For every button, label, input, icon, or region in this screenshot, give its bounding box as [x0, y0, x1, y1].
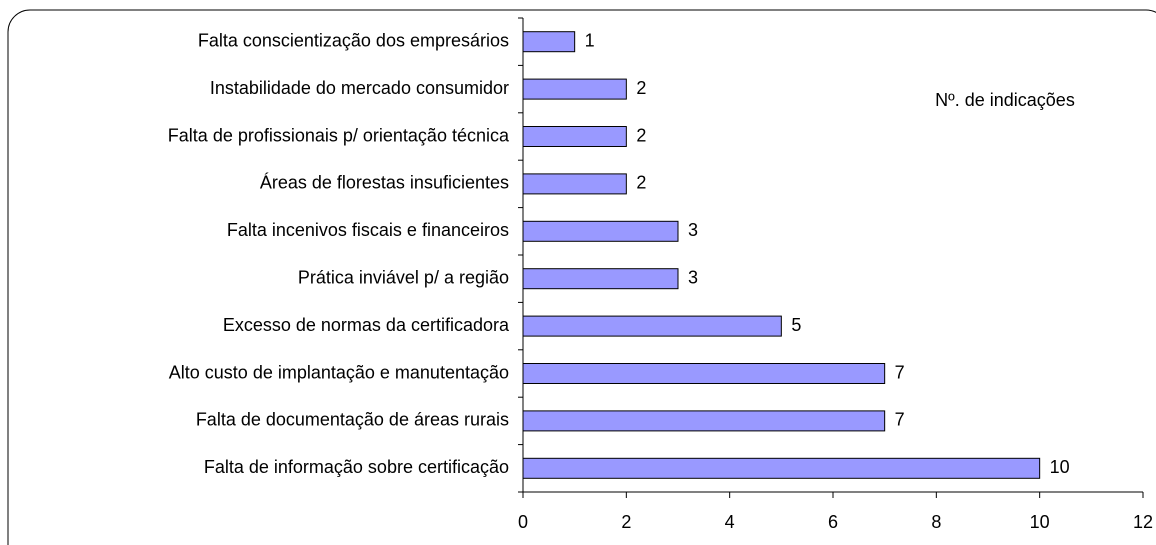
y-tick-label: Alto custo de implantação e manutentação: [169, 362, 509, 382]
data-label: 7: [895, 362, 905, 382]
bar: [522, 457, 1041, 479]
bar: [522, 268, 679, 290]
bar: [522, 315, 782, 337]
y-tick-label: Falta incenivos fiscais e financeiros: [227, 220, 509, 240]
data-label: 2: [636, 78, 646, 98]
bar: [522, 363, 886, 384]
data-label: 7: [895, 410, 905, 430]
y-tick-label: Prática inviável p/ a região: [298, 267, 509, 287]
data-label: 10: [1050, 457, 1070, 477]
annotation: Nº. de indicações: [935, 90, 1075, 110]
x-tick-label: 12: [1133, 512, 1153, 532]
y-tick-label: Falta de informação sobre certificação: [204, 457, 509, 477]
x-tick-label: 2: [621, 512, 631, 532]
y-tick-label: Instabilidade do mercado consumidor: [210, 78, 509, 98]
y-tick-label: Falta conscientização dos empresários: [198, 30, 509, 50]
bar: [522, 78, 627, 100]
y-tick-label: Falta de profissionais p/ orientação téc…: [168, 125, 510, 145]
bar: [522, 173, 627, 195]
data-label: 3: [688, 267, 698, 287]
data-label: 2: [636, 125, 646, 145]
x-tick-label: 10: [1030, 512, 1050, 532]
x-tick-label: 6: [828, 512, 838, 532]
x-tick-label: 8: [931, 512, 941, 532]
y-tick-label: Excesso de normas da certificadora: [223, 315, 510, 335]
frame: [7, 9, 1156, 545]
x-tick-label: 4: [725, 512, 735, 532]
y-tick-label: Falta de documentação de áreas rurais: [196, 410, 509, 430]
y-tick-label: Áreas de florestas insuficientes: [260, 173, 509, 193]
bar: [522, 126, 627, 147]
data-label: 1: [585, 30, 595, 50]
bar: [522, 31, 576, 53]
data-label: 3: [688, 220, 698, 240]
data-label: 2: [636, 173, 646, 193]
x-tick-label: 0: [518, 512, 528, 532]
bar: [522, 220, 679, 242]
data-label: 5: [791, 315, 801, 335]
bar: [522, 410, 886, 432]
